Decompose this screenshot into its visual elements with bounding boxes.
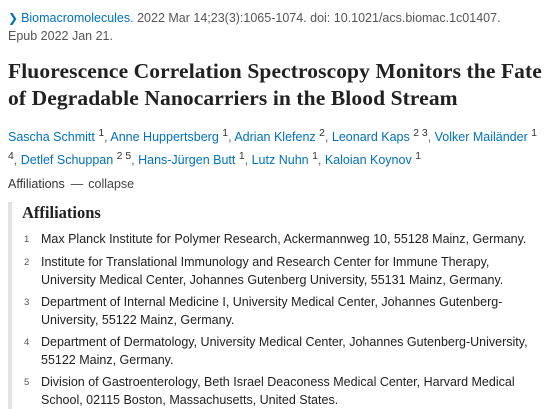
author-affiliation-ref[interactable]: 1 [415, 151, 421, 163]
affiliation-number: 2 [24, 257, 30, 269]
affiliation-item: 1 Max Planck Institute for Polymer Resear… [22, 230, 546, 249]
journal-link[interactable]: Biomacromolecules. [21, 11, 134, 25]
affiliation-number: 3 [24, 297, 30, 309]
affiliation-text: Institute for Translational Immunology a… [41, 255, 504, 288]
author-affiliation-ref[interactable]: 2 3 [413, 128, 428, 139]
author-separator: , [13, 153, 21, 168]
article-title: Fluorescence Correlation Spectroscopy Mo… [8, 59, 542, 110]
author-link[interactable]: Hans-Jürgen Butt [138, 153, 236, 168]
author-affiliation-ref[interactable]: 1 [312, 151, 318, 163]
author-list: Sascha Schmitt 1, Anne Huppertsberg 1, A… [8, 124, 546, 170]
author-link[interactable]: Leonard Kaps [331, 130, 410, 145]
author-affiliation-ref[interactable]: 1 [98, 128, 105, 139]
affiliations-heading: Affiliations [22, 203, 101, 223]
author-link[interactable]: Adrian Klefenz [234, 130, 316, 145]
author-link[interactable]: Volker Mailänder [434, 130, 528, 145]
affiliations-list: 1 Max Planck Institute for Polymer Resear… [22, 230, 546, 409]
author-affiliation-ref[interactable]: 2 5 [116, 151, 132, 163]
chevron-right-icon: ❯ [8, 11, 19, 25]
affiliation-item: 4 Department of Dermatology, University M… [22, 333, 546, 369]
citation-details: 2022 Mar 14;23(3):1065-1074. doi: 10.102… [137, 11, 501, 25]
author-affiliation-ref[interactable]: 1 [238, 151, 245, 163]
author-link[interactable]: Detlef Schuppan [20, 153, 114, 168]
affiliations-toggle-label: Affiliations [8, 177, 65, 192]
affiliation-item: 5 Division of Gastroenterology, Beth Isra… [22, 373, 546, 409]
author-separator: , [317, 153, 325, 168]
author-separator: , [228, 130, 235, 145]
author-affiliation-ref[interactable]: 2 [319, 128, 325, 139]
affiliation-number: 1 [24, 234, 30, 246]
affiliation-number: 5 [24, 377, 30, 389]
author-affiliation-ref[interactable]: 1 4 [8, 128, 538, 163]
author-separator: , [104, 130, 111, 145]
author-separator: , [324, 130, 332, 145]
author-affiliation-ref[interactable]: 1 [222, 128, 229, 139]
affiliation-text: Max Planck Institute for Polymer Researc… [41, 232, 527, 247]
affiliations-panel: Affiliations 1 Max Planck Institute for P… [8, 202, 546, 409]
affiliation-text: Department of Dermatology, University Me… [41, 335, 528, 368]
author-separator: , [244, 153, 252, 168]
author-link[interactable]: Lutz Nuhn [251, 153, 309, 168]
affiliations-toggle: Affiliations — collapse [8, 176, 546, 193]
affiliation-number: 4 [24, 337, 30, 349]
author-separator: , [131, 153, 139, 168]
author-link[interactable]: Sascha Schmitt [8, 130, 95, 145]
affiliation-text: Department of Internal Medicine I, Unive… [41, 295, 503, 328]
citation-line: ❯ Biomacromolecules. 2022 Mar 14;23(3):10… [8, 9, 546, 45]
collapse-button[interactable]: collapse [88, 177, 135, 192]
affiliation-item: 2 Institute for Translational Immunology … [22, 253, 546, 289]
affiliation-item: 3 Department of Internal Medicine I, Univ… [22, 293, 546, 329]
author-link[interactable]: Kaloian Koynov [324, 153, 412, 168]
epub-date: Epub 2022 Jan 21. [8, 29, 113, 43]
toggle-dash: — [70, 177, 84, 192]
author-separator: , [427, 130, 435, 145]
author-link[interactable]: Anne Huppertsberg [110, 130, 219, 145]
affiliation-text: Division of Gastroenterology, Beth Israe… [41, 375, 515, 408]
